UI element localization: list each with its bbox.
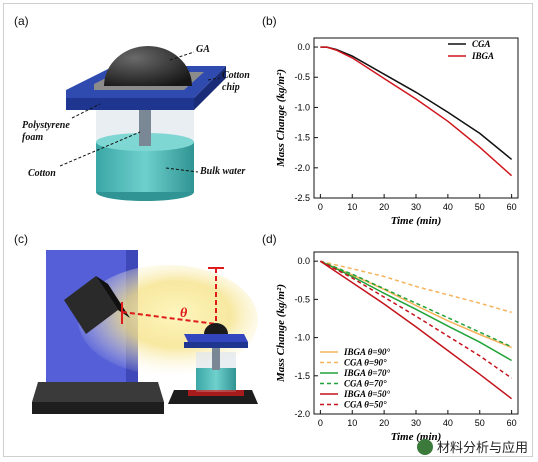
panel-c-label: (c) <box>14 232 28 246</box>
plot-area <box>313 37 519 199</box>
y-tick-label: -1.0 <box>294 102 310 112</box>
watermark-text: 材料分析与应用 <box>436 440 528 455</box>
series-line <box>320 46 513 160</box>
legend-entry: CGA θ=90° <box>344 358 387 368</box>
panel-c: (c) θ <box>8 232 268 454</box>
x-tick-label: 60 <box>507 418 517 428</box>
polystyrene-foam-annotation: Polystyrene foam <box>22 120 70 143</box>
series-line <box>319 260 513 400</box>
wechat-logo-icon <box>416 438 433 455</box>
ga-annotation: GA <box>196 44 210 55</box>
y-axis-label: Mass Change (kg/m²) <box>275 69 287 168</box>
panel-d: (d) 0 10 20 30 40 50 60 0.0 -0.5 -1.0 -1.5 -2.0 Time… <box>262 232 530 454</box>
x-tick-label: 0 <box>318 202 323 212</box>
y-tick-label: -2.0 <box>294 409 310 419</box>
legend-entry: IBGA θ=70° <box>343 368 391 378</box>
x-tick-label: 0 <box>318 418 323 428</box>
x-tick-label: 40 <box>443 202 453 212</box>
legend-entry: IBGA <box>471 51 494 61</box>
x-tick-label: 50 <box>475 202 485 212</box>
cotton-annotation: Cotton <box>28 168 56 179</box>
panel-a-label: (a) <box>14 14 29 28</box>
y-tick-label: -1.0 <box>294 333 310 343</box>
series-line <box>320 260 513 379</box>
legend-entry: CGA θ=50° <box>344 400 387 410</box>
lamp-base <box>32 382 164 402</box>
panel-b: (b) 0 10 20 30 40 50 60 0.0 -0.5 -1.0 -1.5 -2.0 -2.5… <box>262 8 530 228</box>
chart-b: 0 10 20 30 40 50 60 0.0 -0.5 -1.0 -1.5 -2.0 -2.5 Time… <box>275 37 519 227</box>
x-tick-label: 40 <box>443 418 453 428</box>
theta-label: θ <box>180 306 188 321</box>
x-tick-label: 10 <box>347 202 357 212</box>
legend-entry: IBGA θ=50° <box>343 389 391 399</box>
y-tick-label: 0.0 <box>297 42 310 52</box>
y-tick-label: -2.5 <box>294 193 310 203</box>
y-tick-label: -1.5 <box>294 133 310 143</box>
y-tick-label: -1.5 <box>294 371 310 381</box>
tilt-apparatus-diagram <box>32 250 258 414</box>
sample-ga <box>204 323 228 334</box>
panel-b-label: (b) <box>262 14 277 28</box>
series-line <box>320 260 512 362</box>
cotton-stem <box>139 108 151 146</box>
bulk-water-annotation: Bulk water <box>200 166 246 177</box>
cotton-chip-annotation: Cotton chip <box>222 70 250 93</box>
panel-d-label: (d) <box>262 232 277 246</box>
lamp-head <box>64 276 118 334</box>
x-tick-label: 10 <box>347 418 357 428</box>
x-tick-label: 50 <box>475 418 485 428</box>
y-tick-label: -2.0 <box>294 163 310 173</box>
x-axis-label: Time (min) <box>391 215 442 227</box>
apparatus-diagram <box>59 46 226 201</box>
x-tick-label: 30 <box>411 418 421 428</box>
watermark: 材料分析与应用 <box>416 437 528 456</box>
series-line <box>320 46 513 177</box>
x-tick-label: 20 <box>379 202 389 212</box>
y-axis-label: Mass Change (kg/m²) <box>275 284 287 383</box>
x-tick-label: 30 <box>411 202 421 212</box>
y-tick-label: -0.5 <box>294 72 310 82</box>
y-tick-label: 0.0 <box>297 256 310 266</box>
legend-entry: IBGA θ=90° <box>343 347 391 357</box>
x-tick-label: 20 <box>379 418 389 428</box>
legend-entry: CGA <box>472 39 491 49</box>
sample-foam <box>184 334 248 342</box>
series-line <box>320 260 512 349</box>
figure-frame <box>3 3 533 457</box>
series-line <box>320 260 512 314</box>
panel-a: (a) GA Cotton chip Polystyr <box>8 8 268 228</box>
sample-water <box>196 368 236 392</box>
legend-entry: CGA θ=70° <box>344 379 387 389</box>
x-tick-label: 60 <box>507 202 517 212</box>
ga-dome <box>104 46 192 86</box>
y-tick-label: -0.5 <box>294 294 310 304</box>
